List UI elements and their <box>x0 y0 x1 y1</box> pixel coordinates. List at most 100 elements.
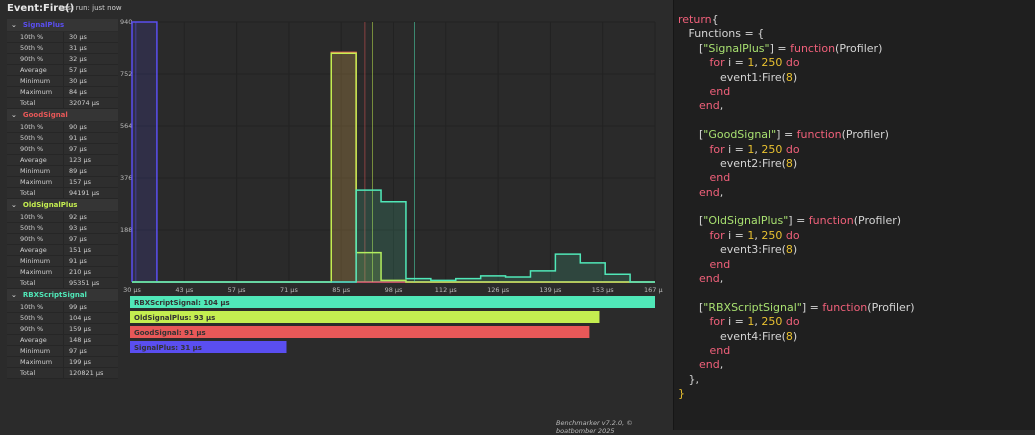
code-token: 1 <box>747 228 755 242</box>
stat-value: 97 µs <box>69 145 87 153</box>
code-token: do <box>782 315 800 329</box>
code-token: i = <box>724 142 748 156</box>
stat-value: 89 µs <box>69 167 87 175</box>
code-token: , <box>754 142 762 156</box>
code-token: 1 <box>747 142 755 156</box>
stat-value: 90 µs <box>69 123 87 131</box>
section-header[interactable]: ⌄ RBXScriptSignal <box>7 289 118 301</box>
stat-row: 10th % 92 µs <box>7 212 118 223</box>
code-line: event3:Fire(8) <box>678 243 1035 257</box>
code-token: i = <box>724 56 748 70</box>
stat-value: 57 µs <box>69 66 87 74</box>
stat-label: Maximum <box>7 87 64 97</box>
stat-label: 10th % <box>7 122 64 132</box>
stat-row: Average 148 µs <box>7 335 118 346</box>
code-token: 1 <box>747 56 755 70</box>
stat-label: Average <box>7 65 64 75</box>
code-token: event2:Fire( <box>678 156 786 170</box>
code-token: 250 <box>761 142 783 156</box>
stat-value: 120821 µs <box>69 369 104 377</box>
code-token: "RBXScriptSignal" <box>703 300 802 314</box>
code-token: 250 <box>761 56 783 70</box>
stat-row: Minimum 89 µs <box>7 166 118 177</box>
code-token: ) <box>792 243 798 257</box>
stat-label: Total <box>7 278 64 288</box>
code-token: , <box>754 56 762 70</box>
code-line: } <box>678 387 1035 401</box>
y-tick-label: 940 <box>120 18 132 26</box>
stat-row: 50th % 91 µs <box>7 133 118 144</box>
stat-row: Average 123 µs <box>7 155 118 166</box>
code-token: function <box>808 214 854 228</box>
stat-label: Total <box>7 368 64 378</box>
code-token: i = <box>724 315 748 329</box>
code-token: 8 <box>785 329 793 343</box>
median-bar <box>130 311 600 323</box>
code-token: (Profiler) <box>867 300 915 314</box>
code-token: 8 <box>785 156 793 170</box>
code-token: Functions = { <box>678 27 765 41</box>
stat-value: 92 µs <box>69 213 87 221</box>
code-token: i = <box>724 228 748 242</box>
stat-row: Average 151 µs <box>7 245 118 256</box>
code-line: for i = 1, 250 do <box>678 229 1035 243</box>
median-bar-label: SignalPlus: 31 µs <box>134 344 202 352</box>
stat-label: Average <box>7 335 64 345</box>
stat-label: 10th % <box>7 302 64 312</box>
x-tick-label: 43 µs <box>175 286 193 294</box>
series-name: SignalPlus <box>22 21 65 29</box>
stats-section: ⌄ SignalPlus 10th % 30 µs 50th % 31 µs 90th % 3… <box>7 19 118 109</box>
section-header[interactable]: ⌄ GoodSignal <box>7 109 118 121</box>
x-tick-label: 30 µs <box>123 286 141 294</box>
x-tick-label: 98 µs <box>385 286 403 294</box>
code-line: end, <box>678 358 1035 372</box>
stats-list: ⌄ SignalPlus 10th % 30 µs 50th % 31 µs 90th % 3… <box>7 19 118 379</box>
histogram-series-RBXScriptSignal <box>132 189 655 283</box>
stat-row: 10th % 30 µs <box>7 32 118 43</box>
y-tick-label: 188 <box>120 226 132 234</box>
code-line: event4:Fire(8) <box>678 330 1035 344</box>
code-token: end <box>678 272 720 286</box>
code-line: event1:Fire(8) <box>678 71 1035 85</box>
code-line <box>678 200 1035 214</box>
section-header[interactable]: ⌄ SignalPlus <box>7 19 118 31</box>
code-token: end <box>678 358 720 372</box>
code-token: "OldSignalPlus" <box>703 214 789 228</box>
code-line: end, <box>678 272 1035 286</box>
code-token: event4:Fire( <box>678 329 786 343</box>
stat-label: Minimum <box>7 76 64 86</box>
code-token: ] = <box>769 41 791 55</box>
footer-version: Benchmarker v7.2.0, © boatbomber 2025 <box>556 419 633 435</box>
code-token: 1 <box>747 315 755 329</box>
stat-row: 90th % 32 µs <box>7 54 118 65</box>
x-tick-label: 126 µs <box>487 286 510 294</box>
stats-section: ⌄ GoodSignal 10th % 90 µs 50th % 91 µs 90th % 9… <box>7 109 118 199</box>
stat-value: 91 µs <box>69 134 87 142</box>
stat-value: 151 µs <box>69 246 91 254</box>
code-token: [ <box>678 214 704 228</box>
stat-row: 50th % 93 µs <box>7 223 118 234</box>
code-token: do <box>782 228 800 242</box>
code-token: (Profiler) <box>835 41 883 55</box>
code-token: for <box>678 142 725 156</box>
histogram-chart: 30 µs 43 µs 57 µs 71 µs 85 µs 98 µs 112 µs 126 … <box>120 18 663 353</box>
code-token: , <box>719 272 724 286</box>
stat-value: 148 µs <box>69 336 91 344</box>
code-token: event1:Fire( <box>678 70 786 84</box>
code-line: ["GoodSignal"] = function(Profiler) <box>678 128 1035 142</box>
benchmark-title: Event:Fire() <box>7 3 75 14</box>
code-line: }, <box>678 373 1035 387</box>
stat-row: Minimum 91 µs <box>7 256 118 267</box>
code-token: } <box>678 387 685 401</box>
x-tick-label: 153 µs <box>592 286 615 294</box>
code-token: return <box>678 13 712 26</box>
stats-section: ⌄ RBXScriptSignal 10th % 99 µs 50th % 104 µs 9… <box>7 289 118 379</box>
chevron-down-icon: ⌄ <box>11 21 17 29</box>
stat-value: 159 µs <box>69 325 91 333</box>
median-bar-label: RBXScriptSignal: 104 µs <box>134 299 230 307</box>
code-editor[interactable]: return{ Functions = { ["SignalPlus"] = f… <box>673 0 1035 430</box>
stat-value: 157 µs <box>69 178 91 186</box>
stat-value: 99 µs <box>69 303 87 311</box>
stat-row: Total 120821 µs <box>7 368 118 379</box>
section-header[interactable]: ⌄ OldSignalPlus <box>7 199 118 211</box>
